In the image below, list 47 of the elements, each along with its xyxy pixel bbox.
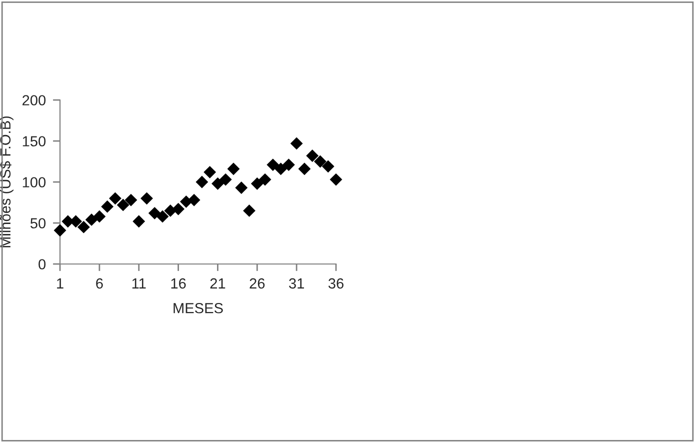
y-tick-label: 50 <box>30 218 46 228</box>
point <box>108 192 122 205</box>
point <box>330 173 342 186</box>
x-axis-title: MESES <box>174 302 223 314</box>
x-tick-label: 26 <box>250 278 265 289</box>
point <box>164 204 177 217</box>
point <box>314 155 326 168</box>
point <box>140 192 153 205</box>
x-tick-label: 36 <box>328 278 344 289</box>
point <box>290 137 303 150</box>
point <box>298 162 311 176</box>
point <box>132 215 146 228</box>
x-tick-label: 16 <box>171 278 186 289</box>
y-tick-label: 100 <box>22 177 46 188</box>
point <box>258 173 272 186</box>
point <box>219 173 232 186</box>
point <box>77 220 90 234</box>
point <box>196 176 208 188</box>
point <box>266 158 280 171</box>
point <box>274 162 288 176</box>
point <box>322 160 334 173</box>
point <box>235 182 248 194</box>
y-tick-label: 200 <box>22 95 46 106</box>
point <box>306 150 319 162</box>
point <box>227 162 240 176</box>
point <box>93 210 106 223</box>
x-tick-label: 11 <box>132 278 146 288</box>
point <box>204 166 216 178</box>
point <box>250 177 264 190</box>
point <box>282 158 295 171</box>
x-tick-label: 21 <box>210 278 226 288</box>
point <box>243 204 256 217</box>
point <box>212 177 224 190</box>
point <box>54 224 66 237</box>
x-tick-label: 31 <box>289 278 304 289</box>
point <box>85 214 98 226</box>
point <box>101 200 114 213</box>
y-tick-label: 150 <box>22 136 46 146</box>
point <box>172 202 184 216</box>
x-tick-label: 1 <box>57 278 64 288</box>
x-tick-label: 6 <box>96 278 103 289</box>
point <box>188 194 200 206</box>
point <box>156 210 169 223</box>
point <box>124 194 138 206</box>
point <box>116 198 130 212</box>
y-tick-label: 0 <box>38 259 46 270</box>
point <box>148 206 161 220</box>
